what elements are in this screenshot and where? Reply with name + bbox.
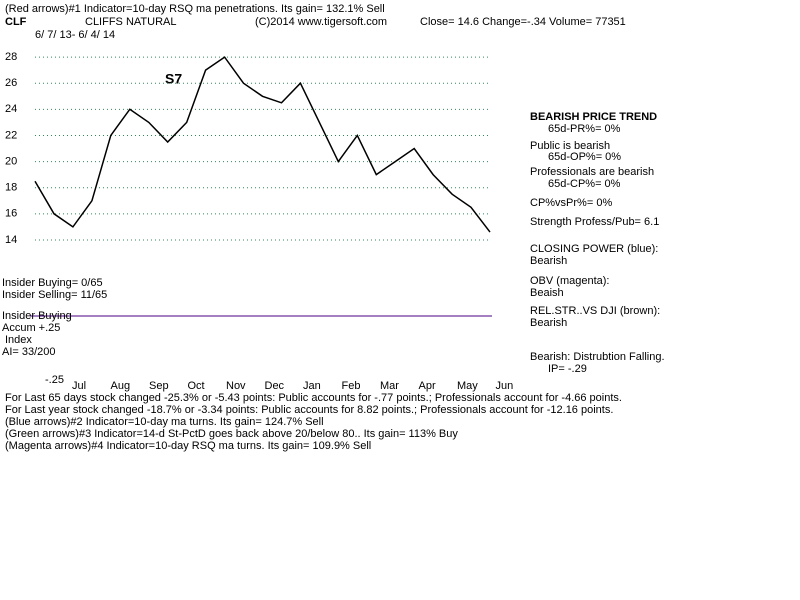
side-text: Bearish [530, 255, 567, 267]
y-tick-label: 22 [5, 129, 17, 141]
side-text: OBV (magenta): [530, 275, 609, 287]
left-text: Accum +.25 [2, 322, 60, 334]
footer-text: (Green arrows)#3 Indicator=14-d St-PctD … [5, 428, 458, 440]
left-text: Index [5, 334, 32, 346]
footer-text: For Last year stock changed -18.7% or -3… [5, 404, 613, 416]
x-tick-label: Oct [188, 380, 205, 392]
side-text: Bearish [530, 317, 567, 329]
left-text: Insider Buying [2, 310, 72, 322]
x-tick-label: Dec [265, 380, 285, 392]
side-text: Bearish: Distrubtion Falling. [530, 351, 665, 363]
footer-text: (Blue arrows)#2 Indicator=10-day ma turn… [5, 416, 324, 428]
side-text: CP%vsPr%= 0% [530, 197, 612, 209]
side-text: Professionals are bearish [530, 166, 654, 178]
x-tick-label: Jan [303, 380, 321, 392]
left-text: -.25 [45, 374, 64, 386]
x-tick-label: Nov [226, 380, 246, 392]
company: CLIFFS NATURAL [85, 16, 176, 28]
side-text: CLOSING POWER (blue): [530, 243, 658, 255]
ticker: CLF [5, 16, 27, 28]
y-tick-label: 16 [5, 208, 17, 220]
copyright: (C)2014 www.tigersoft.com [255, 16, 387, 28]
x-tick-label: May [457, 380, 478, 392]
annotation: S7 [165, 71, 182, 87]
price-line [34, 56, 491, 233]
side-text: Strength Profess/Pub= 6.1 [530, 216, 659, 228]
side-text: IP= -.29 [548, 363, 587, 375]
side-text: BEARISH PRICE TREND [530, 111, 657, 123]
footer-text: (Magenta arrows)#4 Indicator=10-day RSQ … [5, 440, 371, 452]
x-tick-label: Mar [380, 380, 399, 392]
footer-text: For Last 65 days stock changed -25.3% or… [5, 392, 622, 404]
side-text: REL.STR..VS DJI (brown): [530, 305, 660, 317]
quote: Close= 14.6 Change=-.34 Volume= 77351 [420, 16, 626, 28]
indicator-text: (Red arrows)#1 Indicator=10-day RSQ ma p… [5, 3, 385, 15]
side-text: Public is bearish [530, 140, 610, 152]
y-tick-label: 26 [5, 77, 17, 89]
left-text: AI= 33/200 [2, 346, 56, 358]
side-text: 65d-CP%= 0% [548, 178, 621, 190]
left-text: Insider Selling= 11/65 [2, 289, 107, 301]
x-tick-label: Feb [342, 380, 361, 392]
x-tick-label: Sep [149, 380, 169, 392]
y-tick-label: 24 [5, 103, 17, 115]
left-text: Insider Buying= 0/65 [2, 277, 103, 289]
side-text: 65d-PR%= 0% [548, 123, 621, 135]
y-tick-label: 28 [5, 51, 17, 63]
y-tick-label: 20 [5, 155, 17, 167]
y-tick-label: 14 [5, 234, 17, 246]
x-tick-label: Jul [72, 380, 86, 392]
x-tick-label: Aug [111, 380, 131, 392]
side-text: 65d-OP%= 0% [548, 151, 621, 163]
x-tick-label: Jun [496, 380, 514, 392]
y-tick-label: 18 [5, 182, 17, 194]
x-tick-label: Apr [419, 380, 436, 392]
side-text: Beaish [530, 287, 564, 299]
date-range: 6/ 7/ 13- 6/ 4/ 14 [35, 29, 115, 41]
